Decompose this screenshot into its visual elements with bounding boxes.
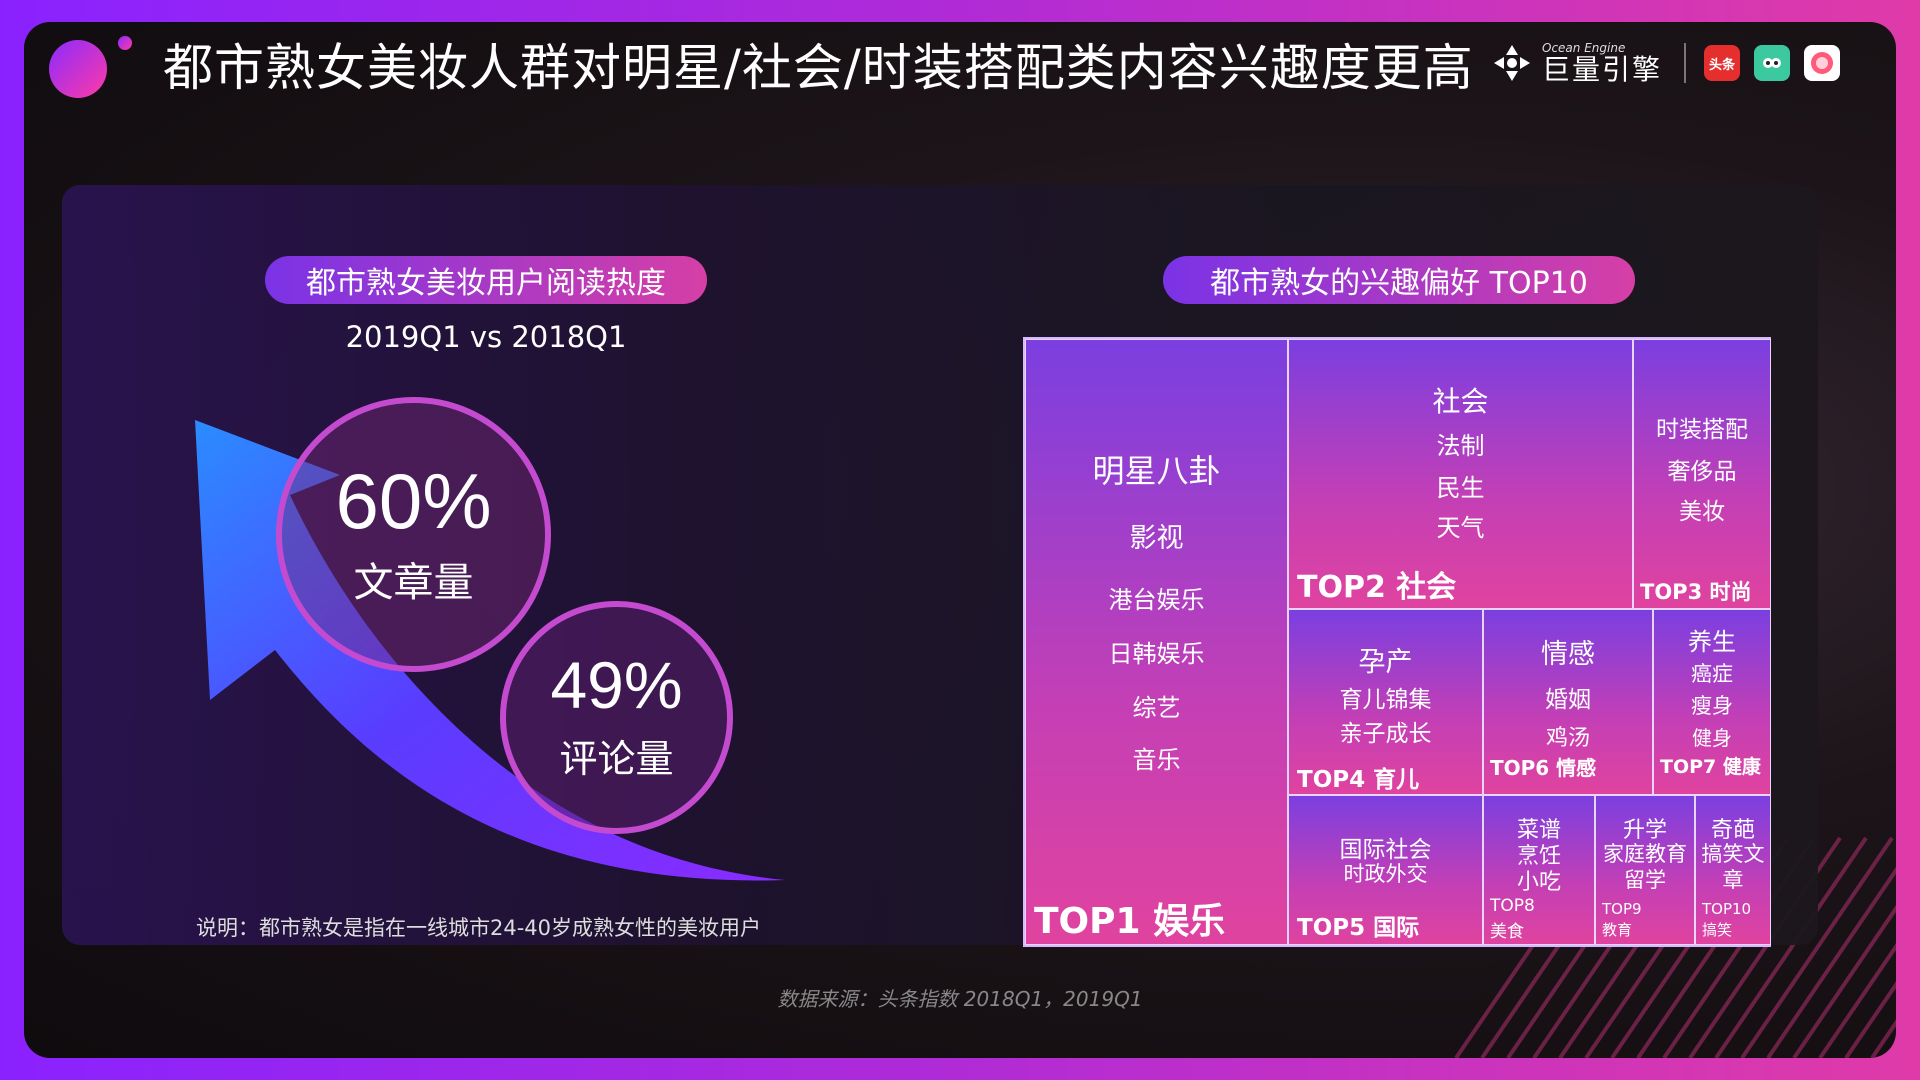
data-source: 数据来源：头条指数 2018Q1，2019Q1 (777, 987, 1143, 1011)
treemap-item-label: 奇葩 (1710, 818, 1755, 843)
treemap-item-label: 婚姻 (1545, 687, 1591, 713)
treemap-item-label: 国际社会 (1339, 837, 1432, 863)
ocean-engine-logo-icon (1494, 45, 1530, 81)
treemap-item-label: 时政外交 (1343, 862, 1428, 886)
treemap-cell-8: 菜谱 烹饪 小吃 TOP8 美食 (1483, 795, 1595, 945)
treemap-item-label: 小吃 (1516, 870, 1561, 895)
treemap-item-label: 孕产 (1358, 647, 1413, 678)
metric-article-volume: 60% 文章量 (276, 397, 551, 672)
treemap-item-label: 亲子成长 (1339, 721, 1432, 747)
treemap-item-label: 章 (1722, 868, 1744, 892)
treemap-rank-category: 教育 (1602, 921, 1633, 939)
left-section-heading: 都市熟女美妆用户阅读热度 (265, 256, 707, 304)
title-dot-large (49, 40, 107, 98)
treemap-item-label: 菜谱 (1516, 818, 1561, 843)
interest-treemap: 明星八卦影视港台娱乐日韩娱乐综艺音乐 TOP1 娱乐 社会法制民生天气 TOP2 社会… (1023, 337, 1771, 947)
treemap-cell-2: 社会法制民生天气 TOP2 社会 (1288, 339, 1633, 609)
treemap-item-label: 鸡汤 (1545, 726, 1590, 751)
treemap-cell-6: 情感婚姻鸡汤 TOP6 情感 (1483, 609, 1653, 795)
treemap-rank-label: TOP6 情感 (1490, 756, 1597, 780)
treemap-cell-4: 孕产育儿锦集亲子成长 TOP4 育儿 (1288, 609, 1483, 795)
treemap-rank-label: TOP4 育儿 (1297, 767, 1420, 793)
treemap-item-label: 家庭教育 (1603, 842, 1687, 866)
treemap-item-label: 情感 (1541, 639, 1595, 670)
treemap-rank-label: TOP3 时尚 (1640, 580, 1752, 604)
treemap-rank-category: 美食 (1490, 922, 1524, 942)
treemap-rank-label: TOP5 国际 (1297, 915, 1420, 941)
treemap-item-label: 搞笑文 (1701, 842, 1765, 866)
treemap-cell-7: 养生癌症瘦身健身 TOP7 健康 (1653, 609, 1771, 795)
definition-note: 说明：都市熟女是指在一线城市24-40岁成熟女性的美妆用户 (196, 916, 762, 940)
comment-volume-label: 评论量 (559, 737, 674, 781)
title-dot-small (118, 36, 132, 50)
treemap-rank-label: TOP1 娱乐 (1034, 901, 1226, 942)
treemap-item-label: 综艺 (1132, 694, 1181, 722)
treemap-item-label: 日韩娱乐 (1108, 640, 1205, 668)
treemap-item-label: 明星八卦 (1092, 452, 1221, 490)
growth-arrow-icon (195, 420, 785, 881)
treemap-item-label: 时装搭配 (1656, 417, 1748, 443)
treemap-item-label: 烹饪 (1516, 844, 1561, 869)
treemap-item-label: 瘦身 (1691, 694, 1733, 718)
brand-divider (1684, 43, 1687, 83)
toutiao-app-icon: 头条 (1704, 45, 1741, 81)
treemap-item-label: 癌症 (1691, 662, 1733, 686)
treemap-item-label: 留学 (1624, 868, 1666, 892)
treemap-item-label: 升学 (1622, 818, 1667, 843)
treemap-item-label: 健身 (1692, 726, 1732, 750)
metric-comment-volume: 49% 评论量 (500, 601, 733, 834)
comparison-period: 2019Q1 vs 2018Q1 (345, 320, 627, 354)
treemap-rank-category: 搞笑 (1702, 921, 1733, 939)
treemap-item-label: 港台娱乐 (1108, 586, 1205, 614)
treemap-item-label: 影视 (1129, 523, 1184, 554)
right-section-heading: 都市熟女的兴趣偏好 TOP10 (1163, 256, 1635, 304)
treemap-item-label: 音乐 (1132, 746, 1181, 774)
treemap-cell-5: 国际社会 时政外交 TOP5 国际 (1288, 795, 1483, 945)
treemap-item-label: 民生 (1436, 474, 1485, 502)
logo-chinese: 巨量引擎 (1542, 53, 1663, 86)
treemap-rank-label: TOP2 社会 (1297, 570, 1457, 605)
treemap-item-label: 天气 (1436, 514, 1485, 542)
article-volume-value: 60% (335, 456, 492, 545)
treemap-item-label: 养生 (1688, 628, 1736, 656)
treemap-rank-label: TOP10 (1702, 900, 1752, 918)
treemap-item-label: 法制 (1436, 432, 1485, 460)
comment-volume-value: 49% (550, 648, 683, 722)
article-volume-label: 文章量 (353, 559, 474, 606)
xigua-app-icon (1804, 45, 1841, 81)
treemap-item-label: 社会 (1432, 385, 1489, 418)
treemap-cell-1: 明星八卦影视港台娱乐日韩娱乐综艺音乐 TOP1 娱乐 (1025, 339, 1288, 945)
treemap-cell-9: 升学 家庭教育 留学 TOP9 教育 (1595, 795, 1695, 945)
brand-bar: Ocean Engine 巨量引擎 头条 (1490, 38, 1854, 88)
treemap-rank-label: TOP8 (1490, 896, 1535, 916)
treemap-cell-10: 奇葩 搞笑文章 TOP10 搞笑 (1695, 795, 1771, 945)
page-title: 都市熟女美妆人群对明星/社会/时装搭配类内容兴趣度更高 (163, 39, 1474, 97)
treemap-rank-label: TOP7 健康 (1660, 756, 1761, 778)
logo-english: Ocean Engine (1542, 41, 1626, 55)
treemap-item-label: 美妆 (1679, 499, 1725, 525)
treemap-rank-label: TOP9 (1602, 900, 1642, 918)
treemap-item-label: 奢侈品 (1667, 459, 1737, 485)
treemap-item-label: 育儿锦集 (1339, 687, 1432, 713)
douyin-app-icon (1754, 45, 1791, 81)
treemap-cell-3: 时装搭配奢侈品美妆 TOP3 时尚 (1633, 339, 1771, 609)
